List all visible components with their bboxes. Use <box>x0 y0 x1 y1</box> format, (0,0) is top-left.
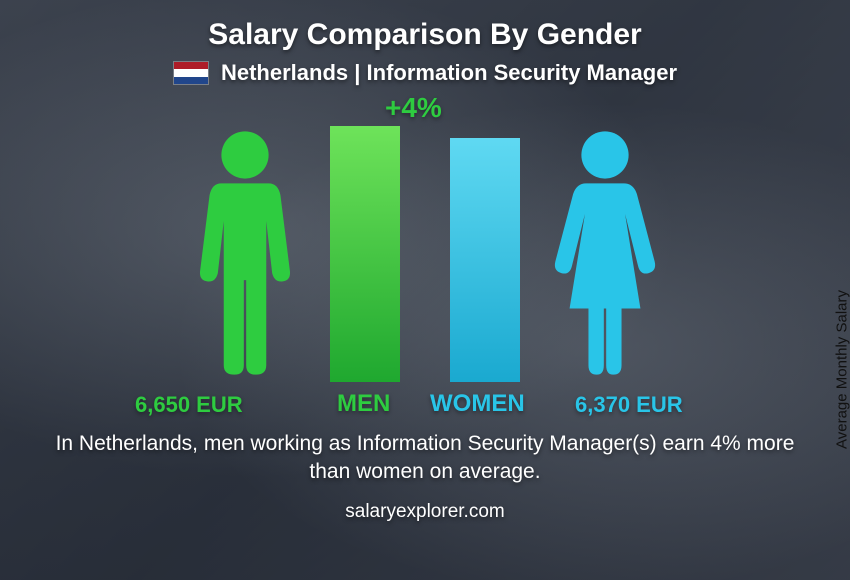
subtitle-sep: | <box>348 60 366 85</box>
subtitle-row: Netherlands | Information Security Manag… <box>173 60 677 86</box>
man-figure-icon <box>185 129 305 382</box>
job-title: Information Security Manager <box>367 60 678 85</box>
flag-stripe-red <box>174 62 208 69</box>
infographic-content: Salary Comparison By Gender Netherlands … <box>0 0 850 580</box>
chart-area: +4% 6,650 EUR MEN WO <box>115 96 735 426</box>
subtitle-text: Netherlands | Information Security Manag… <box>221 60 677 86</box>
y-axis-label: Average Monthly Salary <box>834 290 850 449</box>
country-name: Netherlands <box>221 60 348 85</box>
men-salary-label: 6,650 EUR <box>135 392 243 418</box>
women-bar <box>450 138 520 382</box>
summary-text: In Netherlands, men working as Informati… <box>45 430 805 487</box>
netherlands-flag-icon <box>173 61 209 85</box>
woman-figure-icon <box>545 129 665 382</box>
men-label: MEN <box>337 390 390 418</box>
women-salary-label: 6,370 EUR <box>575 392 683 418</box>
flag-stripe-blue <box>174 77 208 84</box>
women-label: WOMEN <box>430 390 525 418</box>
source-text: salaryexplorer.com <box>345 501 504 523</box>
flag-stripe-white <box>174 69 208 76</box>
men-bar <box>330 126 400 382</box>
page-title: Salary Comparison By Gender <box>208 18 641 52</box>
pct-diff-label: +4% <box>385 92 442 124</box>
